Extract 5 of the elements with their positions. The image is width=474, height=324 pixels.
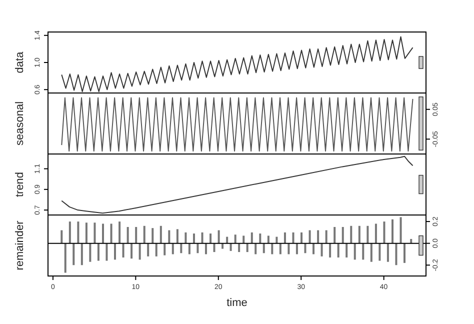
x-axis-title: time bbox=[226, 297, 248, 309]
y-axis-title: remainder bbox=[14, 220, 26, 270]
y-axis-title: seasonal bbox=[14, 101, 26, 146]
y-axis-title: data bbox=[14, 50, 26, 74]
y-axis-title: trend bbox=[14, 172, 26, 198]
